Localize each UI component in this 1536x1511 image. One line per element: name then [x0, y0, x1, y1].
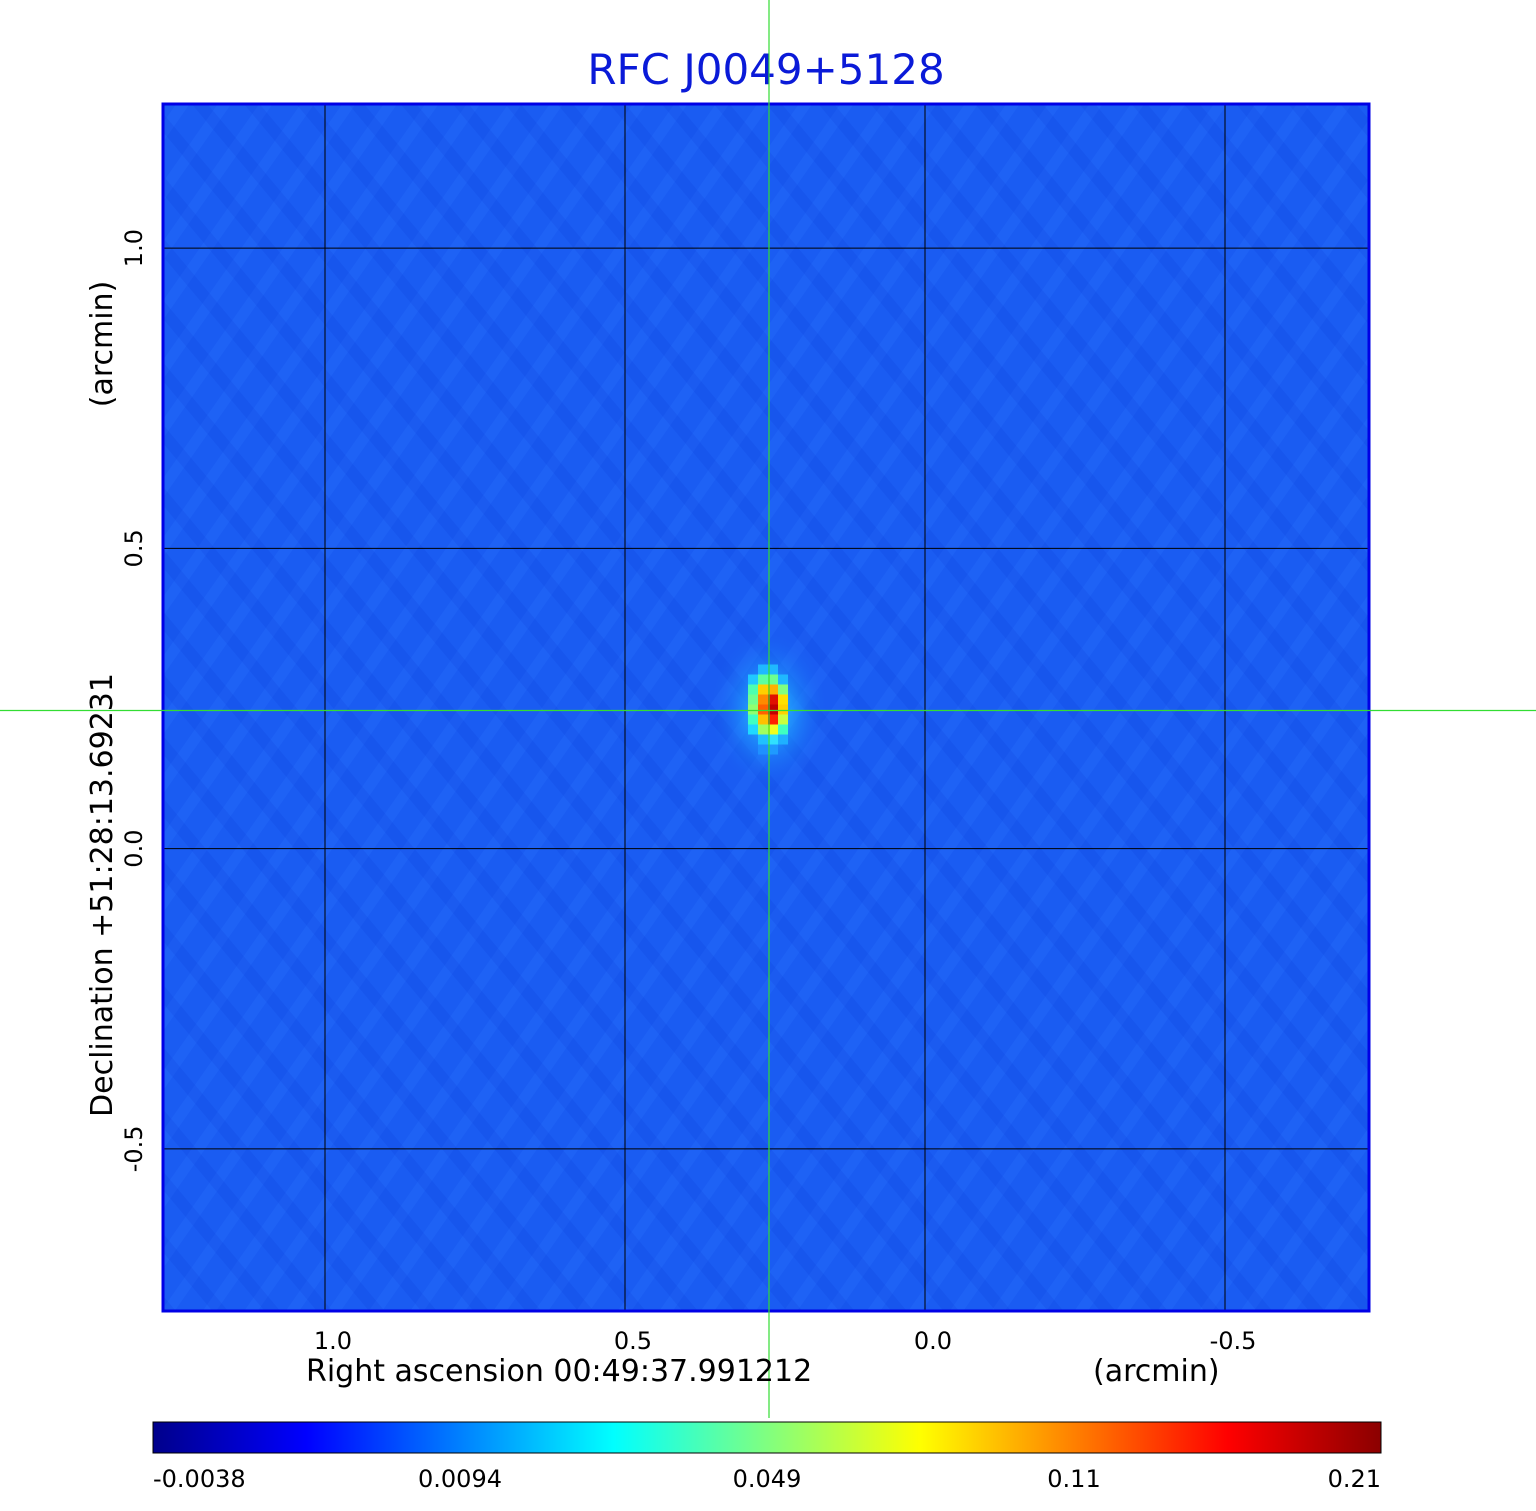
source-pixel-6 — [748, 684, 758, 695]
x-axis-unit: (arcmin) — [1093, 1354, 1220, 1389]
colorbar-tick-label-4: 0.21 — [1328, 1465, 1381, 1493]
source-pixel-30 — [768, 744, 778, 755]
source-pixel-24 — [768, 724, 778, 735]
source-pixel-13 — [778, 694, 788, 705]
source-pixel-15 — [758, 704, 768, 715]
source-pixel-3 — [758, 674, 768, 685]
y-tick-labels: 1.0 0.5 0.0 -0.5 — [120, 229, 148, 1172]
source-pixel-25 — [778, 724, 788, 735]
source-pixel-12 — [768, 694, 778, 705]
source-pixel-23 — [758, 724, 768, 735]
colorbar-tick-label-3: 0.11 — [1047, 1465, 1100, 1493]
source-pixel-4 — [768, 674, 778, 685]
y-tick-label-0: 1.0 — [120, 229, 148, 267]
source-pixel-27 — [768, 734, 778, 745]
y-axis-label: Declination +51:28:13.69231 — [85, 673, 120, 1117]
source-pixel-16 — [768, 704, 778, 715]
y-tick-label-2: 0.0 — [120, 830, 148, 868]
x-tick-label-2: 0.0 — [914, 1327, 952, 1355]
source-pixel-8 — [768, 684, 778, 695]
source-pixel-20 — [768, 714, 778, 725]
source-pixel-17 — [778, 704, 788, 715]
source-pixel-1 — [768, 664, 778, 675]
source-pixel-29 — [758, 744, 768, 755]
x-tick-labels: 1.0 0.5 0.0 -0.5 — [314, 1327, 1257, 1355]
x-axis-label: Right ascension 00:49:37.991212 — [306, 1354, 812, 1389]
colorbar — [152, 1421, 1382, 1454]
source-pixel-0 — [758, 664, 768, 675]
y-tick-label-3: -0.5 — [120, 1125, 148, 1172]
x-tick-label-0: 1.0 — [314, 1327, 352, 1355]
source-pixel-14 — [748, 704, 758, 715]
source-pixel-11 — [758, 694, 768, 705]
source-pixel-18 — [748, 714, 758, 725]
source-pixel-10 — [748, 694, 758, 705]
source-pixel-19 — [758, 714, 768, 725]
x-tick-label-1: 0.5 — [614, 1327, 652, 1355]
source-pixel-21 — [778, 714, 788, 725]
colorbar-tick-label-2: 0.049 — [733, 1465, 802, 1493]
colorbar-tick-labels: -0.0038 0.0094 0.049 0.11 0.21 — [153, 1465, 1381, 1493]
chart-title: RFC J0049+5128 — [587, 45, 944, 94]
crosshair — [0, 0, 1536, 1418]
colorbar-tick-label-1: 0.0094 — [418, 1465, 502, 1493]
source-pixel-9 — [778, 684, 788, 695]
source-pixel-7 — [758, 684, 768, 695]
x-tick-label-3: -0.5 — [1210, 1327, 1257, 1355]
source-pixel-22 — [748, 724, 758, 735]
source-pixel-26 — [758, 734, 768, 745]
y-axis-unit: (arcmin) — [85, 281, 120, 408]
plot-frame — [161, 102, 1371, 1313]
plot-area — [163, 104, 1369, 1311]
y-tick-label-1: 0.5 — [120, 529, 148, 567]
source-pixel-5 — [778, 674, 788, 685]
source-pixel-2 — [748, 674, 758, 685]
source-pixel-28 — [778, 734, 788, 745]
colorbar-tick-label-0: -0.0038 — [153, 1465, 246, 1493]
grid-lines — [163, 104, 1369, 1311]
